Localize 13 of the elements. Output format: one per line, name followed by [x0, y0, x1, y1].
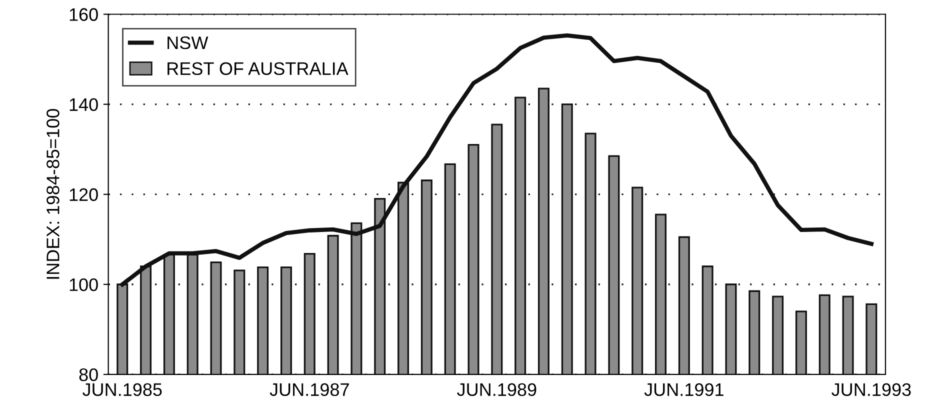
x-tick-label: JUN.1989: [457, 383, 536, 396]
y-tick-label: 140: [70, 98, 98, 112]
y-tick-label: 100: [70, 278, 98, 292]
legend-label: REST OF AUSTRALIA: [168, 62, 348, 76]
x-tick-label: JUN.1987: [270, 383, 349, 396]
y-tick-label: 80: [79, 368, 98, 382]
x-tick-label: JUN.1993: [832, 383, 911, 396]
x-tick-label: JUN.1985: [82, 383, 162, 396]
y-tick-label: 160: [70, 8, 98, 21]
legend-label: NSW: [168, 36, 208, 50]
y-tick-label: 120: [70, 188, 98, 202]
y-axis-title: INDEX: 1984-85=100: [46, 108, 60, 279]
x-tick-label: JUN.1991: [644, 383, 724, 396]
